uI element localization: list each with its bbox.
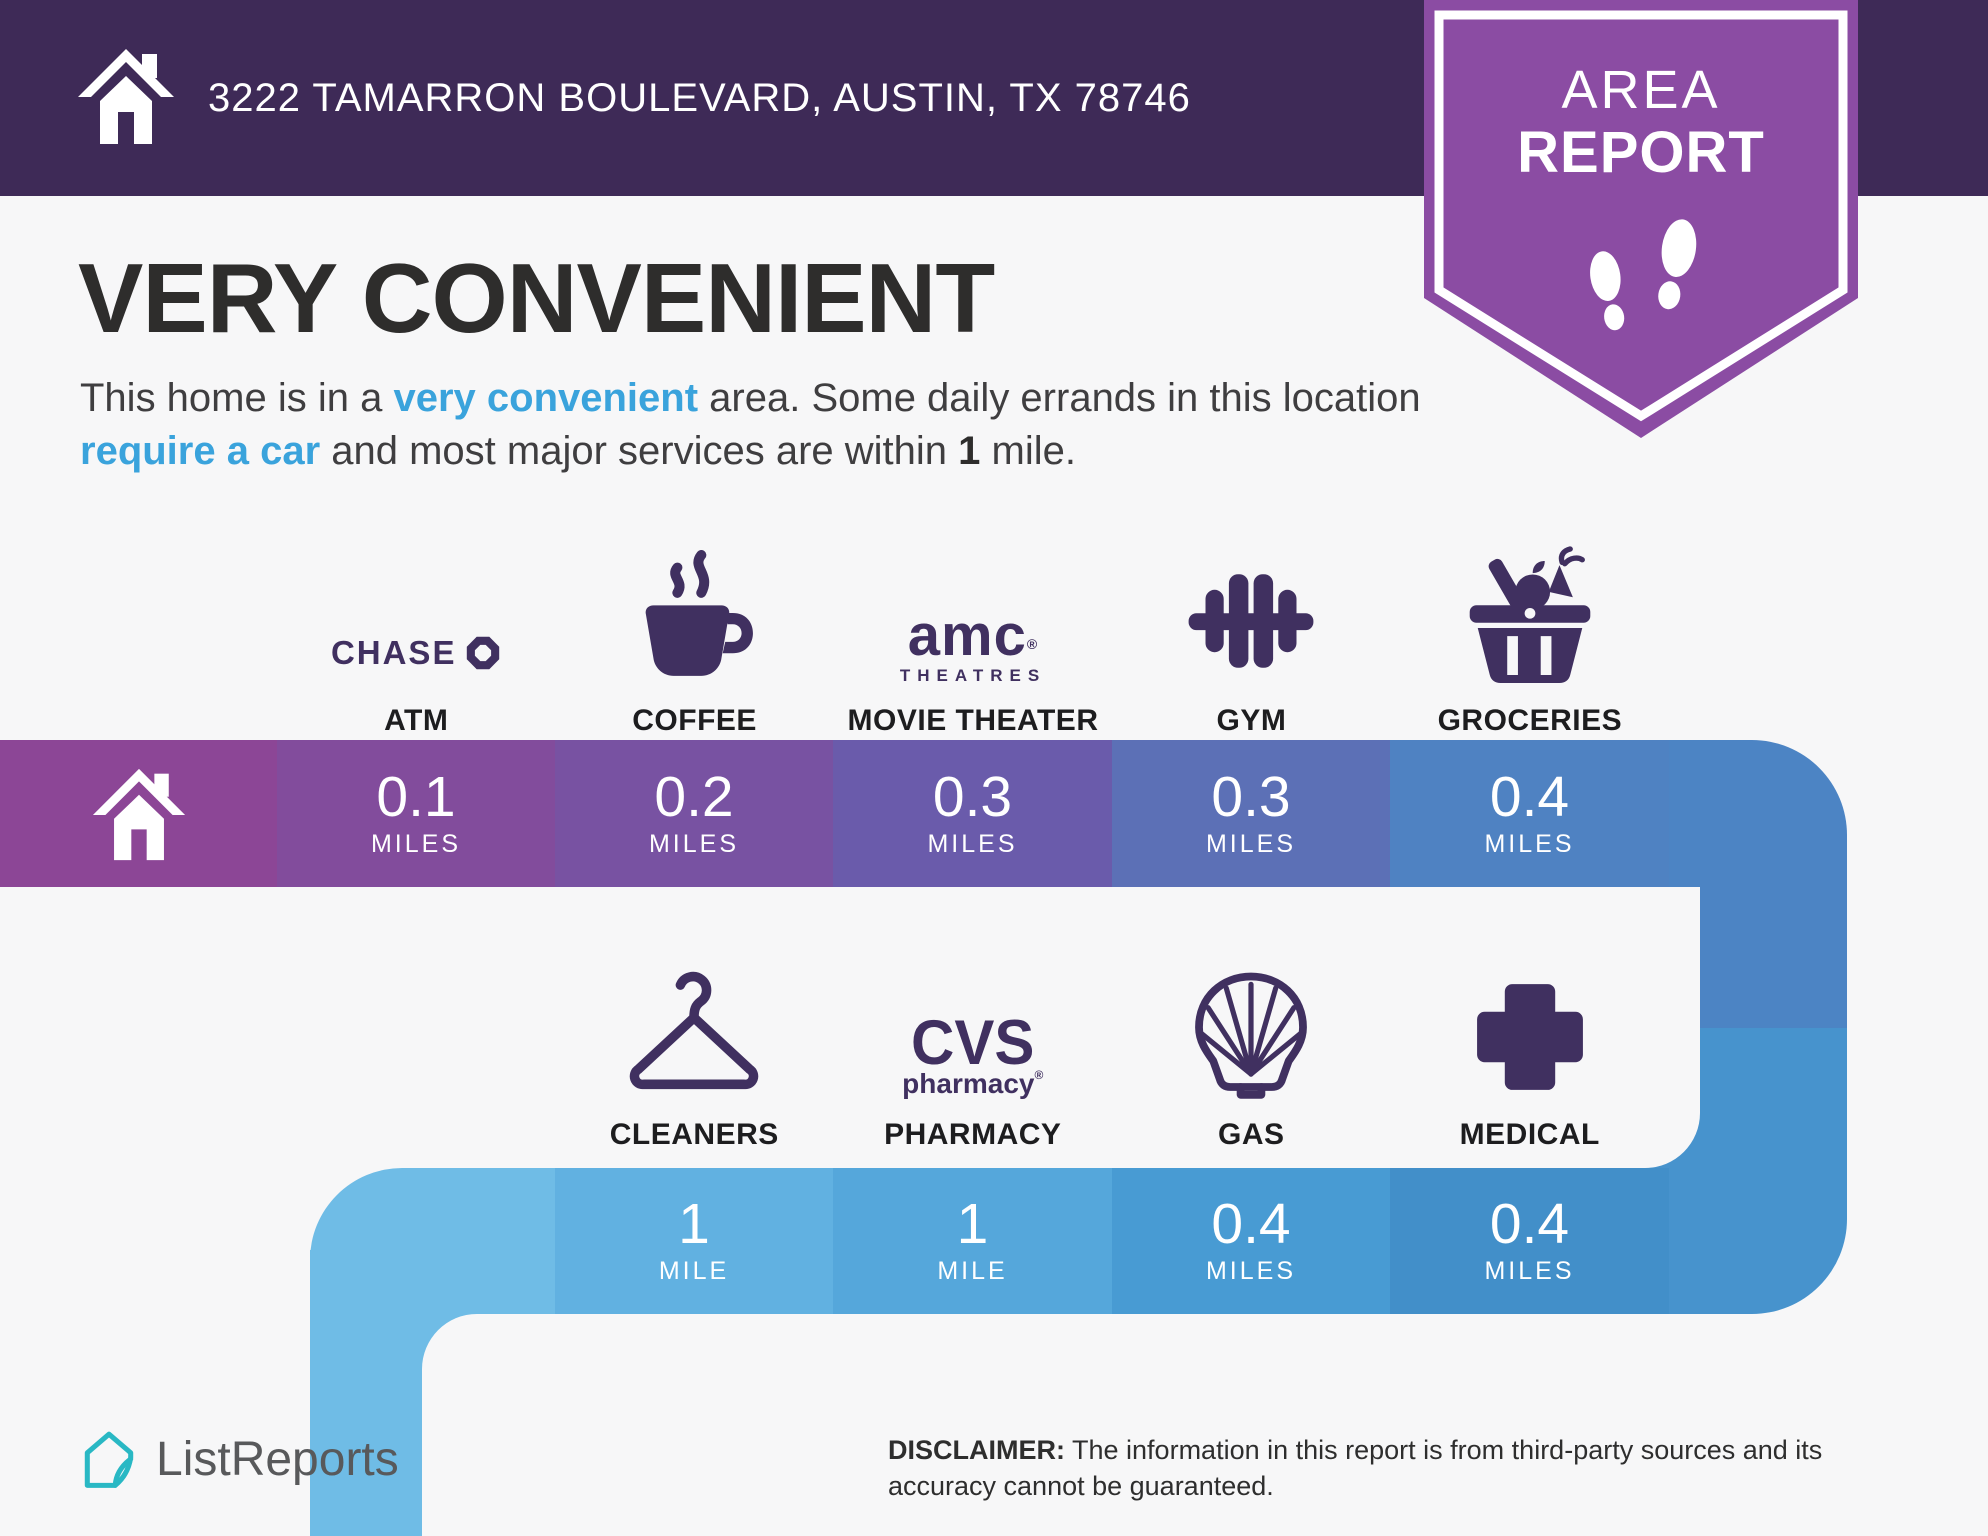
desc-highlight-very-convenient: very convenient <box>393 376 699 420</box>
medical-cross-icon <box>1476 984 1583 1090</box>
home-icon <box>92 768 185 860</box>
badge-inner-outline <box>1434 10 1848 422</box>
chase-atm-logo: CHASE <box>331 540 502 686</box>
amenity-label: MOVIE THEATER <box>847 704 1099 737</box>
amenity-gas: GAS <box>1112 940 1391 1152</box>
distance-value: 0.3 <box>1211 764 1291 829</box>
distance-value: 0.4 <box>1489 764 1570 829</box>
amenity-label: COFFEE <box>632 704 757 737</box>
bar-elbow-right <box>1669 740 1847 887</box>
distance-value: 1 <box>678 1192 710 1256</box>
distance-unit: MILE <box>937 1257 1008 1285</box>
amenity-medical: MEDICAL <box>1391 940 1670 1152</box>
amc-theatres-logo: amc® THEATRES <box>900 540 1046 686</box>
amenity-label: GYM <box>1216 704 1287 737</box>
area-report-badge: AREA REPORT <box>1424 0 1858 442</box>
distance-bar-2: 1 MILE 1 MILE 0.4 MILES 0.4 MILES <box>310 1168 1847 1314</box>
dumbbell-icon <box>1189 574 1314 668</box>
distance-value: 1 <box>956 1192 989 1256</box>
distance-value: 0.2 <box>654 764 734 829</box>
cvs-brand-text: CVS <box>911 1007 1035 1078</box>
distance-unit: MILES <box>1205 829 1297 858</box>
listreports-logo: ListReports <box>78 1428 399 1490</box>
amc-brand-text: amc <box>907 602 1027 668</box>
content-panel-bottom <box>422 1314 1988 1536</box>
distance-value: 0.4 <box>1489 1192 1570 1256</box>
disclaimer-text: The information in this report is from t… <box>888 1435 1823 1502</box>
distance-cell: 0.1 MILES <box>277 740 555 887</box>
distance-cell: 1 MILE <box>555 1168 833 1314</box>
amenity-atm: CHASE ATM <box>277 520 555 738</box>
amenity-label: ATM <box>384 704 449 737</box>
footprints-icon <box>1590 219 1697 331</box>
home-icon <box>78 49 174 144</box>
amenity-pharmacy: CVS pharmacy® PHARMACY <box>834 940 1113 1152</box>
cvs-pharmacy-logo: CVS pharmacy® <box>902 954 1043 1100</box>
distance-cell: 0.4 MILES <box>1390 740 1669 887</box>
badge-shape <box>1424 0 1858 438</box>
distance-unit: MILES <box>1205 1257 1297 1285</box>
listreports-text: ListReports <box>156 1432 399 1486</box>
distance-unit: MILES <box>370 829 462 858</box>
coffee-cup-icon <box>645 550 753 676</box>
distance-cell: 0.2 MILES <box>555 740 833 887</box>
amenities-row-2: CLEANERS CVS pharmacy® PHARMACY <box>555 940 1669 1152</box>
distance-unit: MILES <box>1484 1257 1575 1285</box>
amenity-label: CLEANERS <box>609 1118 779 1151</box>
distance-value: 0.1 <box>376 764 456 829</box>
amc-sub-text: THEATRES <box>899 666 1047 685</box>
desc-text: This home is in a <box>80 376 394 420</box>
distance-unit: MILES <box>648 829 740 858</box>
chase-brand-text: CHASE <box>330 634 457 671</box>
distance-unit: MILES <box>927 829 1018 858</box>
amenity-label: GROCERIES <box>1437 704 1623 737</box>
distance-cell: 0.3 MILES <box>1112 740 1390 887</box>
distance-cell: 0.4 MILES <box>1390 1168 1669 1314</box>
bar-elbow-right <box>1669 1168 1847 1314</box>
desc-highlight-require-a-car: require a car <box>80 428 321 473</box>
amenity-label: MEDICAL <box>1459 1118 1600 1151</box>
distance-unit: MILES <box>1484 829 1575 858</box>
disclaimer-label: DISCLAIMER: <box>888 1435 1065 1465</box>
desc-bold-1: 1 <box>958 428 981 473</box>
disclaimer: DISCLAIMER: The information in this repo… <box>888 1432 1908 1505</box>
badge-line2: REPORT <box>1517 120 1765 185</box>
distance-bar-1: 0.1 MILES 0.2 MILES 0.3 MILES 0.3 MILES … <box>0 740 1847 887</box>
amenity-label: PHARMACY <box>884 1118 1062 1151</box>
distance-value: 0.3 <box>932 764 1013 829</box>
amenity-cleaners: CLEANERS <box>555 940 834 1152</box>
amenity-groceries: GROCERIES <box>1391 520 1669 738</box>
ribbon-pipe-upper <box>1700 880 1847 1032</box>
amenity-coffee: COFFEE <box>555 520 833 738</box>
amc-trademark: ® <box>1026 635 1039 652</box>
desc-text: area. Some daily errands in this locatio… <box>698 376 1421 420</box>
shell-logo-icon <box>1195 972 1308 1099</box>
distance-cell: 0.4 MILES <box>1112 1168 1390 1314</box>
content-panel-middle <box>0 887 1700 1168</box>
amenity-gym: GYM <box>1112 520 1390 738</box>
amenity-label: GAS <box>1217 1118 1285 1151</box>
page-title: VERY CONVENIENT <box>78 243 995 353</box>
bar-home-cell <box>0 740 277 887</box>
desc-text: and most major services are within <box>320 428 959 473</box>
listreports-icon <box>84 1431 134 1488</box>
distance-cell: 0.3 MILES <box>833 740 1112 887</box>
property-address: 3222 TAMARRON BOULEVARD, AUSTIN, TX 7874… <box>208 75 1191 120</box>
distance-cell: 1 MILE <box>833 1168 1112 1314</box>
hanger-icon <box>630 971 759 1090</box>
amenity-movie-theater: amc® THEATRES MOVIE THEATER <box>834 520 1112 738</box>
description-paragraph: This home is in a very convenient area. … <box>80 372 1440 478</box>
desc-text: mile. <box>980 428 1076 473</box>
distance-unit: MILE <box>658 1257 730 1285</box>
amenities-row-1: CHASE ATM <box>277 520 1669 738</box>
cvs-sub-text: pharmacy <box>902 1068 1035 1099</box>
cvs-trademark: ® <box>1034 1068 1044 1082</box>
distance-value: 0.4 <box>1211 1192 1291 1256</box>
grocery-basket-icon <box>1469 546 1591 683</box>
chase-octagon-icon <box>467 636 500 670</box>
badge-line1: AREA <box>1561 60 1720 120</box>
bar-elbow-left <box>310 1168 555 1314</box>
